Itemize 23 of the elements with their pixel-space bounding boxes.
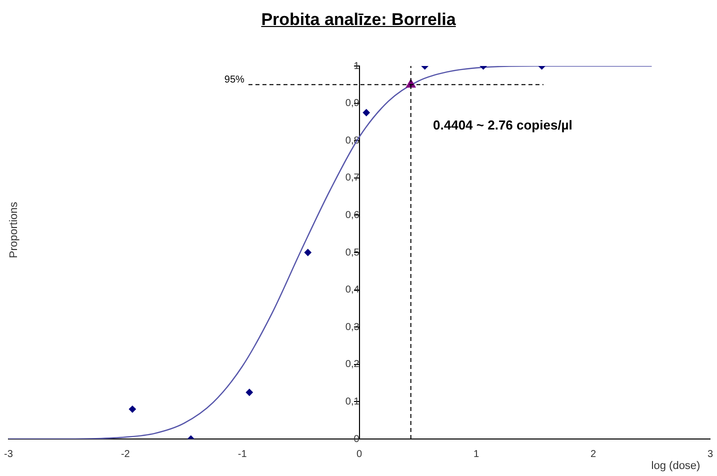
y-tick-label: 0,7 (345, 172, 360, 184)
point (304, 249, 312, 256)
x-tick-label: -3 (4, 448, 14, 460)
point (362, 109, 370, 116)
y-tick-label: 0,2 (345, 359, 360, 370)
y-tick-label: 0,9 (345, 98, 360, 110)
y-tick-label: 0,4 (345, 284, 360, 296)
y-tick-label: 0,6 (345, 210, 360, 221)
x-tick-label: 2 (590, 448, 596, 460)
x-tick-label: 3 (707, 448, 714, 460)
point (246, 388, 253, 396)
point (128, 406, 136, 413)
y-tick-label: 0,5 (345, 247, 360, 258)
y-axis-title: Proportions (8, 201, 20, 258)
annotation: 0.4404 ~ 2.76 copies/µl (433, 117, 572, 132)
y-tick-label: 0,1 (345, 396, 360, 408)
x-tick-label: -1 (238, 448, 248, 460)
x-axis-title: log (dose) (651, 460, 700, 472)
x-tick-label: 1 (474, 448, 480, 460)
y-tick-label: 0,3 (345, 322, 360, 333)
ref-line-label: 95% (224, 74, 245, 86)
x-tick-label: -2 (120, 448, 130, 460)
chart-title: Probita analīze: Borrelia (260, 10, 457, 30)
